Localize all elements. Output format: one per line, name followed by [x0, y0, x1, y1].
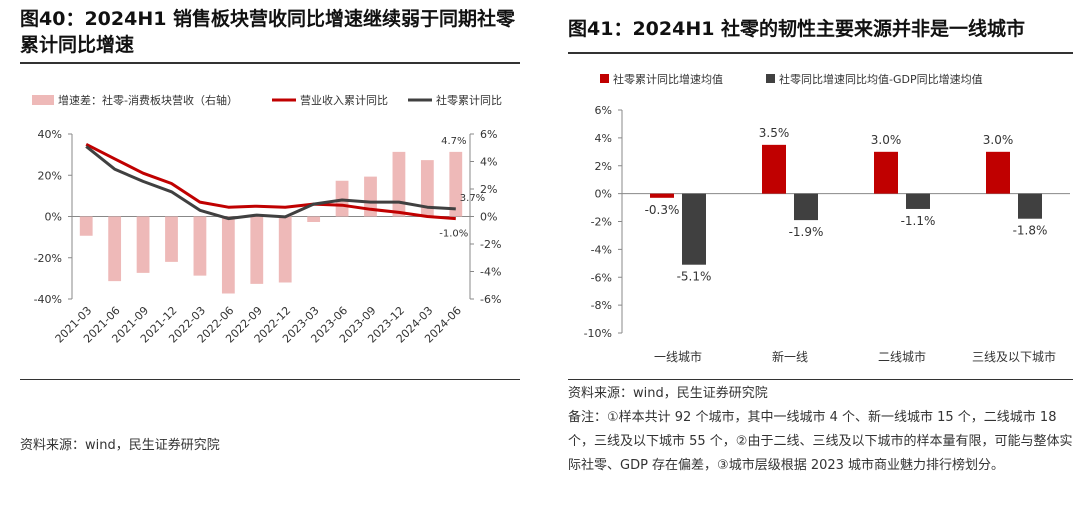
right-tick-label: 4%	[480, 156, 497, 169]
y-tick-label: 4%	[595, 132, 612, 145]
bar-retail-mean	[986, 151, 1010, 194]
y-tick-label: 0%	[595, 188, 612, 201]
right-chart: 社零累计同比增速均值 社零同比增速同比均值-GDP同比增速均值 6% 4% 2% 0% -2…	[584, 72, 1070, 364]
bar-spread	[165, 216, 178, 262]
y-tick-label: -8%	[591, 299, 612, 312]
bar-spread	[307, 216, 321, 222]
left-figure-title: 图40：2024H1 销售板块营收同比增速继续弱于同期社零累计同比增速	[20, 8, 516, 56]
y-tick-label: -4%	[591, 243, 612, 256]
left-tick-label: 0%	[45, 211, 62, 224]
line-retail	[85, 145, 456, 221]
right-title-rule	[568, 52, 1073, 54]
y-tick-label: -2%	[591, 216, 612, 229]
right-tick-label: 0%	[480, 211, 497, 224]
right-source: 资料来源：wind，民生证券研究院	[568, 386, 768, 401]
left-bottom-rule	[20, 379, 520, 380]
legend-label-retail: 社零累计同比	[436, 93, 502, 107]
bar-retail-mean	[650, 193, 674, 198]
left-chart: 增速差：社零-消费板块营收（右轴） 营业收入累计同比 社零累计同比 40% 20% 0% -…	[32, 93, 502, 346]
bar-spread	[108, 216, 122, 282]
legend-label-revenue: 营业收入累计同比	[300, 93, 388, 107]
bar-spread	[449, 151, 463, 217]
y-tick-label: -10%	[584, 327, 612, 340]
left-title-rule	[20, 62, 520, 64]
bar-retail-gdp	[682, 193, 706, 265]
right-figure-title: 图41：2024H1 社零的韧性主要来源并非是一线城市	[568, 18, 1026, 40]
bar-data-label: 3.5%	[759, 126, 790, 140]
annotation-retail-last: 3.7%	[460, 193, 485, 204]
bar-spread	[364, 176, 377, 217]
left-tick-label: 20%	[38, 169, 62, 182]
left-tick-label: -40%	[34, 293, 62, 306]
right-tick-label: -4%	[480, 266, 501, 279]
bar-spread	[278, 216, 292, 283]
bar-data-label: -1.9%	[789, 225, 824, 239]
legend-label-retail-gdp: 社零同比增速同比均值-GDP同比增速均值	[779, 72, 983, 86]
bar-spread	[392, 151, 406, 217]
bar-spread	[79, 216, 93, 236]
y-tick-label: -6%	[591, 271, 612, 284]
bar-data-label: 3.0%	[983, 133, 1014, 147]
legend-label-spread: 增速差：社零-消费板块营收（右轴）	[58, 93, 238, 107]
right-tick-label: 6%	[480, 128, 497, 141]
legend-label-retail-mean: 社零累计同比增速均值	[613, 72, 723, 86]
bar-spread	[193, 216, 207, 276]
x-tick-label: 三线及以下城市	[972, 349, 1056, 364]
bar-data-label: 3.0%	[871, 133, 902, 147]
bar-spread	[136, 216, 150, 273]
x-tick-label: 一线城市	[654, 349, 702, 364]
bar-retail-mean	[762, 144, 786, 194]
y-tick-label: 6%	[595, 104, 612, 117]
bar-retail-gdp	[906, 193, 930, 209]
left-source: 资料来源：wind，民生证券研究院	[20, 438, 220, 453]
bar-data-label: -1.1%	[901, 214, 936, 228]
bar-retail-mean	[874, 151, 898, 194]
bar-data-label: -5.1%	[677, 270, 712, 284]
right-tick-label: 2%	[480, 183, 497, 196]
legend-swatch-spread	[32, 95, 54, 105]
bar-spread	[221, 216, 235, 294]
legend-swatch-retail-gdp	[766, 74, 775, 83]
bar-data-label: -0.3%	[645, 203, 680, 217]
bar-retail-gdp	[794, 193, 818, 221]
left-tick-label: 40%	[38, 128, 62, 141]
right-bottom-rule	[568, 379, 1073, 380]
right-tick-label: -2%	[480, 238, 501, 251]
annotation-spread-last: 4.7%	[441, 136, 466, 147]
right-tick-label: -6%	[480, 293, 501, 306]
bar-spread	[250, 216, 264, 284]
bar-data-label: -1.8%	[1013, 224, 1048, 238]
left-tick-label: -20%	[34, 252, 62, 265]
x-tick-label: 新一线	[772, 349, 808, 364]
bar-spread	[420, 160, 434, 217]
legend-swatch-retail-mean	[600, 74, 609, 83]
bar-retail-gdp	[1018, 193, 1042, 219]
y-tick-label: 2%	[595, 160, 612, 173]
right-figure: 图41：2024H1 社零的韧性主要来源并非是一线城市 社零累计同比增速均值 社零…	[560, 0, 1080, 524]
right-note: 备注：①样本共计 92 个城市，其中一线城市 4 个、新一线城市 15 个，二线…	[568, 410, 1073, 473]
x-tick-label: 二线城市	[878, 349, 926, 364]
annotation-revenue-last: -1.0%	[439, 229, 468, 240]
line-revenue	[85, 142, 456, 221]
left-figure: 图40：2024H1 销售板块营收同比增速继续弱于同期社零累计同比增速 增速差：…	[0, 0, 520, 524]
